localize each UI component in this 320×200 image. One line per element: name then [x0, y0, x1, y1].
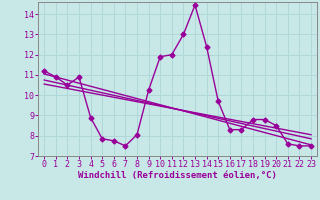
X-axis label: Windchill (Refroidissement éolien,°C): Windchill (Refroidissement éolien,°C)	[78, 171, 277, 180]
